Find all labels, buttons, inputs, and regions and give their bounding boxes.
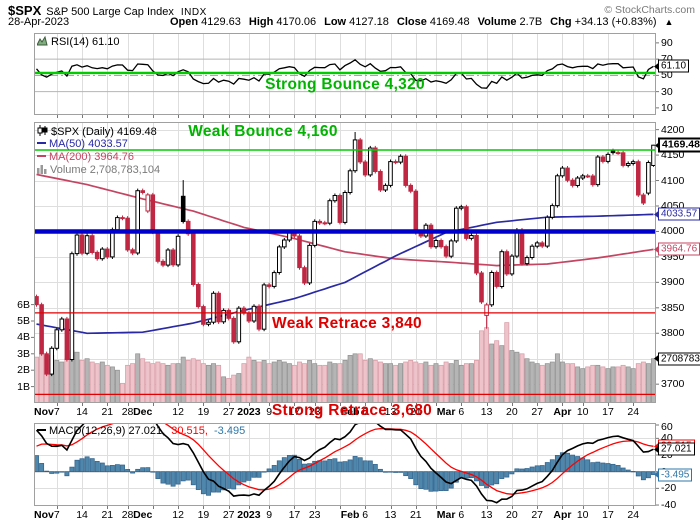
ma200-dash-icon: [37, 155, 46, 157]
annotation-weak-bounce: Weak Bounce 4,160: [188, 123, 338, 140]
annotation-strong-retrace: Strong Retrace 3,680: [271, 402, 433, 419]
rsi-legend-label: RSI(14) 61.10: [51, 36, 120, 48]
macd-legend-signal: 30.515,: [171, 425, 208, 437]
annotation-strong-bounce: Strong Bounce 4,320: [265, 76, 425, 93]
gridlines: [34, 33, 656, 506]
exchange: INDX: [180, 7, 207, 18]
rsi-line: [36, 58, 654, 89]
stat-value: 4129.63: [201, 16, 241, 28]
stat-label: Low: [324, 16, 347, 28]
price-legend-ma200: MA(200) 3964.76: [49, 151, 134, 163]
rsi-area-icon: [37, 35, 48, 46]
change-up-arrow-icon: ▲: [664, 17, 674, 27]
ohlc-stats: Open 4129.63 High 4170.06 Low 4127.18 Close 416…: [170, 16, 673, 28]
stat-label: Chg: [550, 16, 572, 28]
rsi-legend: RSI(14) 61.10: [37, 35, 119, 48]
candlestick-icon: [37, 125, 48, 136]
symbol: $SPX: [8, 3, 42, 18]
chart-header: $SPX S&P 500 Large Cap Index INDX: [8, 2, 207, 20]
price-legend-ma50: MA(50) 4033.57: [49, 138, 128, 150]
stat-label: Volume: [477, 16, 517, 28]
annotation-weak-retrace: Weak Retrace 3,840: [272, 315, 422, 332]
volume-bars-icon: [37, 165, 47, 174]
stat-label: High: [248, 16, 274, 28]
symbol-name: S&P 500 Large Cap Index: [46, 6, 174, 18]
stat-value: 2.7B: [519, 16, 543, 28]
price-legend-symbol-row: $SPX (Daily) 4169.48: [37, 125, 157, 138]
price-legend-symbol: $SPX (Daily) 4169.48: [51, 126, 157, 138]
stat-value: 4170.06: [276, 16, 317, 28]
macd-histogram: [34, 452, 656, 496]
macd-legend-hist: -3.495: [214, 425, 246, 437]
macd-legend: MACD(12,26,9) 27.021, 30.515, -3.495: [37, 425, 245, 437]
ma50-dash-icon: [37, 142, 46, 144]
macd-signal-line: [36, 423, 654, 495]
macd-legend-line: MACD(12,26,9) 27.021,: [49, 425, 166, 437]
price-legend-volume-row: Volume 2,708,783,104: [37, 164, 160, 176]
copyright: © StockCharts.com: [604, 4, 695, 16]
price-legend-volume: Volume 2,708,783,104: [50, 164, 161, 176]
macd-line: [35, 423, 654, 504]
stat-value: 4169.48: [429, 16, 470, 28]
price-legend-ma200-row: MA(200) 3964.76: [37, 151, 134, 163]
stat-value: 4127.18: [349, 16, 389, 28]
stat-value: +34.13 (+0.83%): [574, 16, 657, 28]
volume-bars: [34, 322, 656, 403]
macd-dash-icon: [37, 429, 46, 431]
stat-label: Close: [396, 16, 427, 28]
chart-date: 28-Apr-2023: [8, 16, 70, 28]
stat-label: Open: [170, 16, 199, 28]
price-legend-ma50-row: MA(50) 4033.57: [37, 138, 128, 150]
